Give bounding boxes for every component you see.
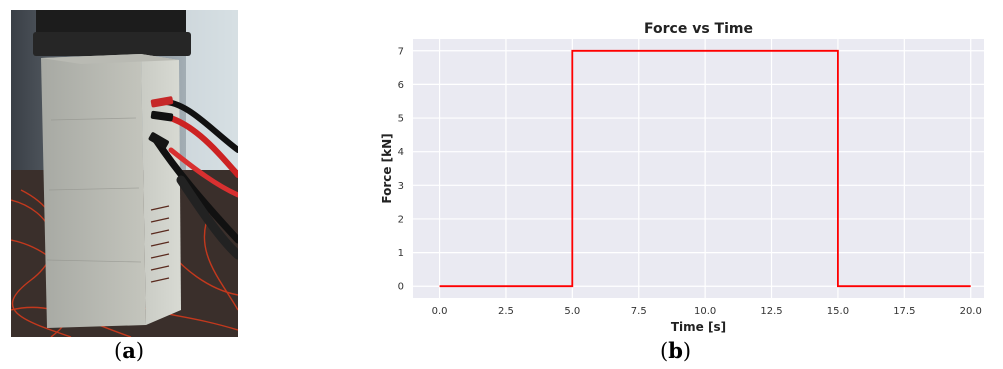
y-tick-label: 3 [398,181,404,192]
x-tick-label: 7.5 [631,306,647,317]
force-vs-time-chart: 0.0 2.5 5.0 7.5 10.0 12.5 15.0 17.5 20.0 0 1 2 3 4 5 6 7… [376,16,1000,334]
x-tick-label: 5.0 [564,306,580,317]
x-tick-label: 10.0 [694,306,716,317]
specimen-photo [11,10,238,337]
panel-label-b: (b) [660,338,692,363]
y-tick-label: 0 [398,282,404,293]
x-tick-label: 2.5 [498,306,514,317]
y-axis-label: Force [kN] [380,133,394,203]
x-axis-label: Time [s] [671,320,726,334]
chart-title: Force vs Time [644,21,753,37]
y-tick-label: 2 [398,214,404,225]
y-tick-label: 1 [398,248,404,259]
plot-area [413,39,984,298]
y-tick-label: 4 [398,147,404,158]
panel-label-a: (a) [114,338,145,363]
series-line-0 [439,49,971,288]
x-tick-label: 17.5 [893,306,915,317]
x-tick-label: 15.0 [827,306,849,317]
y-tick-label: 6 [398,80,404,91]
y-tick-label: 5 [398,114,404,125]
x-tick-label: 20.0 [960,306,982,317]
x-tick-label: 0.0 [432,306,448,317]
y-tick-label: 7 [398,46,404,57]
x-tick-label: 12.5 [760,306,782,317]
